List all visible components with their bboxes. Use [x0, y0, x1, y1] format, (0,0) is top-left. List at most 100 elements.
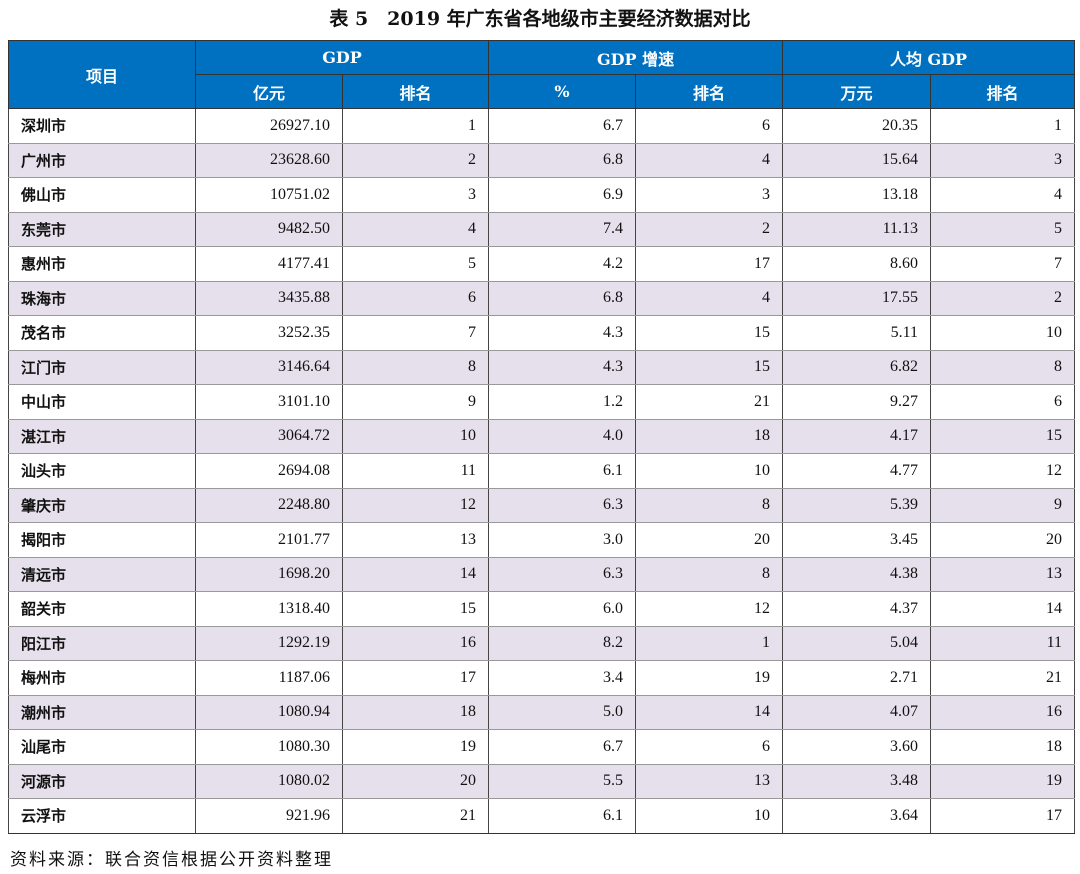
city-name: 汕头市: [8, 453, 196, 489]
growth-value: 6.3: [488, 556, 637, 592]
gdp-value: 3146.64: [195, 349, 343, 385]
gdp-rank: 14: [341, 556, 490, 592]
gdp-rank: 6: [341, 280, 490, 316]
per-capita-value: 5.39: [782, 487, 932, 523]
city-name: 揭阳市: [8, 522, 196, 558]
city-name: 中山市: [8, 384, 196, 420]
growth-value: 7.4: [488, 211, 637, 247]
gdp-rank: 17: [341, 660, 490, 696]
per-capita-value: 8.60: [782, 246, 932, 282]
table-row: 潮州市 1080.94 18 5.0 14 4.07 16: [8, 694, 1076, 730]
growth-rank: 8: [635, 556, 784, 592]
city-name: 东莞市: [8, 211, 196, 247]
per-capita-rank: 17: [930, 798, 1076, 834]
per-capita-rank: 7: [930, 246, 1076, 282]
table-row: 汕头市 2694.08 11 6.1 10 4.77 12: [8, 453, 1076, 489]
growth-value: 6.7: [488, 108, 637, 144]
gdp-value: 2101.77: [195, 522, 343, 558]
gdp-value: 4177.41: [195, 246, 343, 282]
growth-rank: 20: [635, 522, 784, 558]
city-name: 深圳市: [8, 108, 196, 144]
growth-rank: 10: [635, 453, 784, 489]
per-capita-value: 3.60: [782, 729, 932, 765]
per-capita-rank: 4: [930, 177, 1076, 213]
growth-value: 4.3: [488, 315, 637, 351]
gdp-rank: 5: [341, 246, 490, 282]
per-capita-value: 5.11: [782, 315, 932, 351]
gdp-value: 1080.94: [195, 694, 343, 730]
per-capita-value: 6.82: [782, 349, 932, 385]
growth-value: 4.3: [488, 349, 637, 385]
per-capita-value: 3.64: [782, 798, 932, 834]
gdp-value: 3101.10: [195, 384, 343, 420]
gdp-rank: 1: [341, 108, 490, 144]
header-unit-gdp: 亿元: [195, 74, 343, 109]
growth-value: 3.0: [488, 522, 637, 558]
per-capita-rank: 1: [930, 108, 1076, 144]
per-capita-value: 13.18: [782, 177, 932, 213]
gdp-value: 2694.08: [195, 453, 343, 489]
growth-value: 8.2: [488, 625, 637, 661]
per-capita-rank: 5: [930, 211, 1076, 247]
table-row: 茂名市 3252.35 7 4.3 15 5.11 10: [8, 315, 1076, 351]
growth-value: 6.3: [488, 487, 637, 523]
table-row: 韶关市 1318.40 15 6.0 12 4.37 14: [8, 591, 1076, 627]
city-name: 河源市: [8, 763, 196, 799]
gdp-value: 921.96: [195, 798, 343, 834]
growth-rank: 13: [635, 763, 784, 799]
table-row: 珠海市 3435.88 6 6.8 4 17.55 2: [8, 280, 1076, 316]
gdp-rank: 18: [341, 694, 490, 730]
gdp-rank: 10: [341, 418, 490, 454]
header-rank: 排名: [635, 74, 784, 109]
growth-value: 5.0: [488, 694, 637, 730]
growth-value: 6.1: [488, 798, 637, 834]
table-row: 湛江市 3064.72 10 4.0 18 4.17 15: [8, 418, 1076, 454]
growth-rank: 17: [635, 246, 784, 282]
growth-rank: 15: [635, 349, 784, 385]
growth-rank: 4: [635, 142, 784, 178]
header-gdp-growth: GDP 增速: [488, 40, 784, 75]
city-name: 阳江市: [8, 625, 196, 661]
gdp-rank: 8: [341, 349, 490, 385]
gdp-rank: 20: [341, 763, 490, 799]
gdp-rank: 15: [341, 591, 490, 627]
table-row: 清远市 1698.20 14 6.3 8 4.38 13: [8, 556, 1076, 592]
per-capita-rank: 8: [930, 349, 1076, 385]
header-per-capita: 人均 GDP: [782, 40, 1076, 75]
per-capita-rank: 15: [930, 418, 1076, 454]
gdp-value: 1187.06: [195, 660, 343, 696]
per-capita-rank: 16: [930, 694, 1076, 730]
table-row: 揭阳市 2101.77 13 3.0 20 3.45 20: [8, 522, 1076, 558]
header-rank: 排名: [930, 74, 1076, 109]
gdp-value: 3252.35: [195, 315, 343, 351]
city-name: 云浮市: [8, 798, 196, 834]
per-capita-value: 4.38: [782, 556, 932, 592]
city-name: 广州市: [8, 142, 196, 178]
table-row: 云浮市 921.96 21 6.1 10 3.64 17: [8, 798, 1076, 834]
per-capita-value: 3.48: [782, 763, 932, 799]
city-name: 潮州市: [8, 694, 196, 730]
gdp-value: 1318.40: [195, 591, 343, 627]
per-capita-value: 17.55: [782, 280, 932, 316]
table-row: 江门市 3146.64 8 4.3 15 6.82 8: [8, 349, 1076, 385]
gdp-value: 9482.50: [195, 211, 343, 247]
per-capita-rank: 11: [930, 625, 1076, 661]
growth-value: 6.0: [488, 591, 637, 627]
header-unit-per-capita: 万元: [782, 74, 932, 109]
table-row: 中山市 3101.10 9 1.2 21 9.27 6: [8, 384, 1076, 420]
gdp-rank: 13: [341, 522, 490, 558]
per-capita-rank: 10: [930, 315, 1076, 351]
gdp-rank: 7: [341, 315, 490, 351]
growth-value: 1.2: [488, 384, 637, 420]
per-capita-value: 5.04: [782, 625, 932, 661]
growth-value: 3.4: [488, 660, 637, 696]
table-row: 汕尾市 1080.30 19 6.7 6 3.60 18: [8, 729, 1076, 765]
city-name: 清远市: [8, 556, 196, 592]
gdp-rank: 2: [341, 142, 490, 178]
per-capita-value: 11.13: [782, 211, 932, 247]
per-capita-rank: 6: [930, 384, 1076, 420]
city-name: 韶关市: [8, 591, 196, 627]
per-capita-rank: 12: [930, 453, 1076, 489]
growth-rank: 12: [635, 591, 784, 627]
growth-rank: 18: [635, 418, 784, 454]
